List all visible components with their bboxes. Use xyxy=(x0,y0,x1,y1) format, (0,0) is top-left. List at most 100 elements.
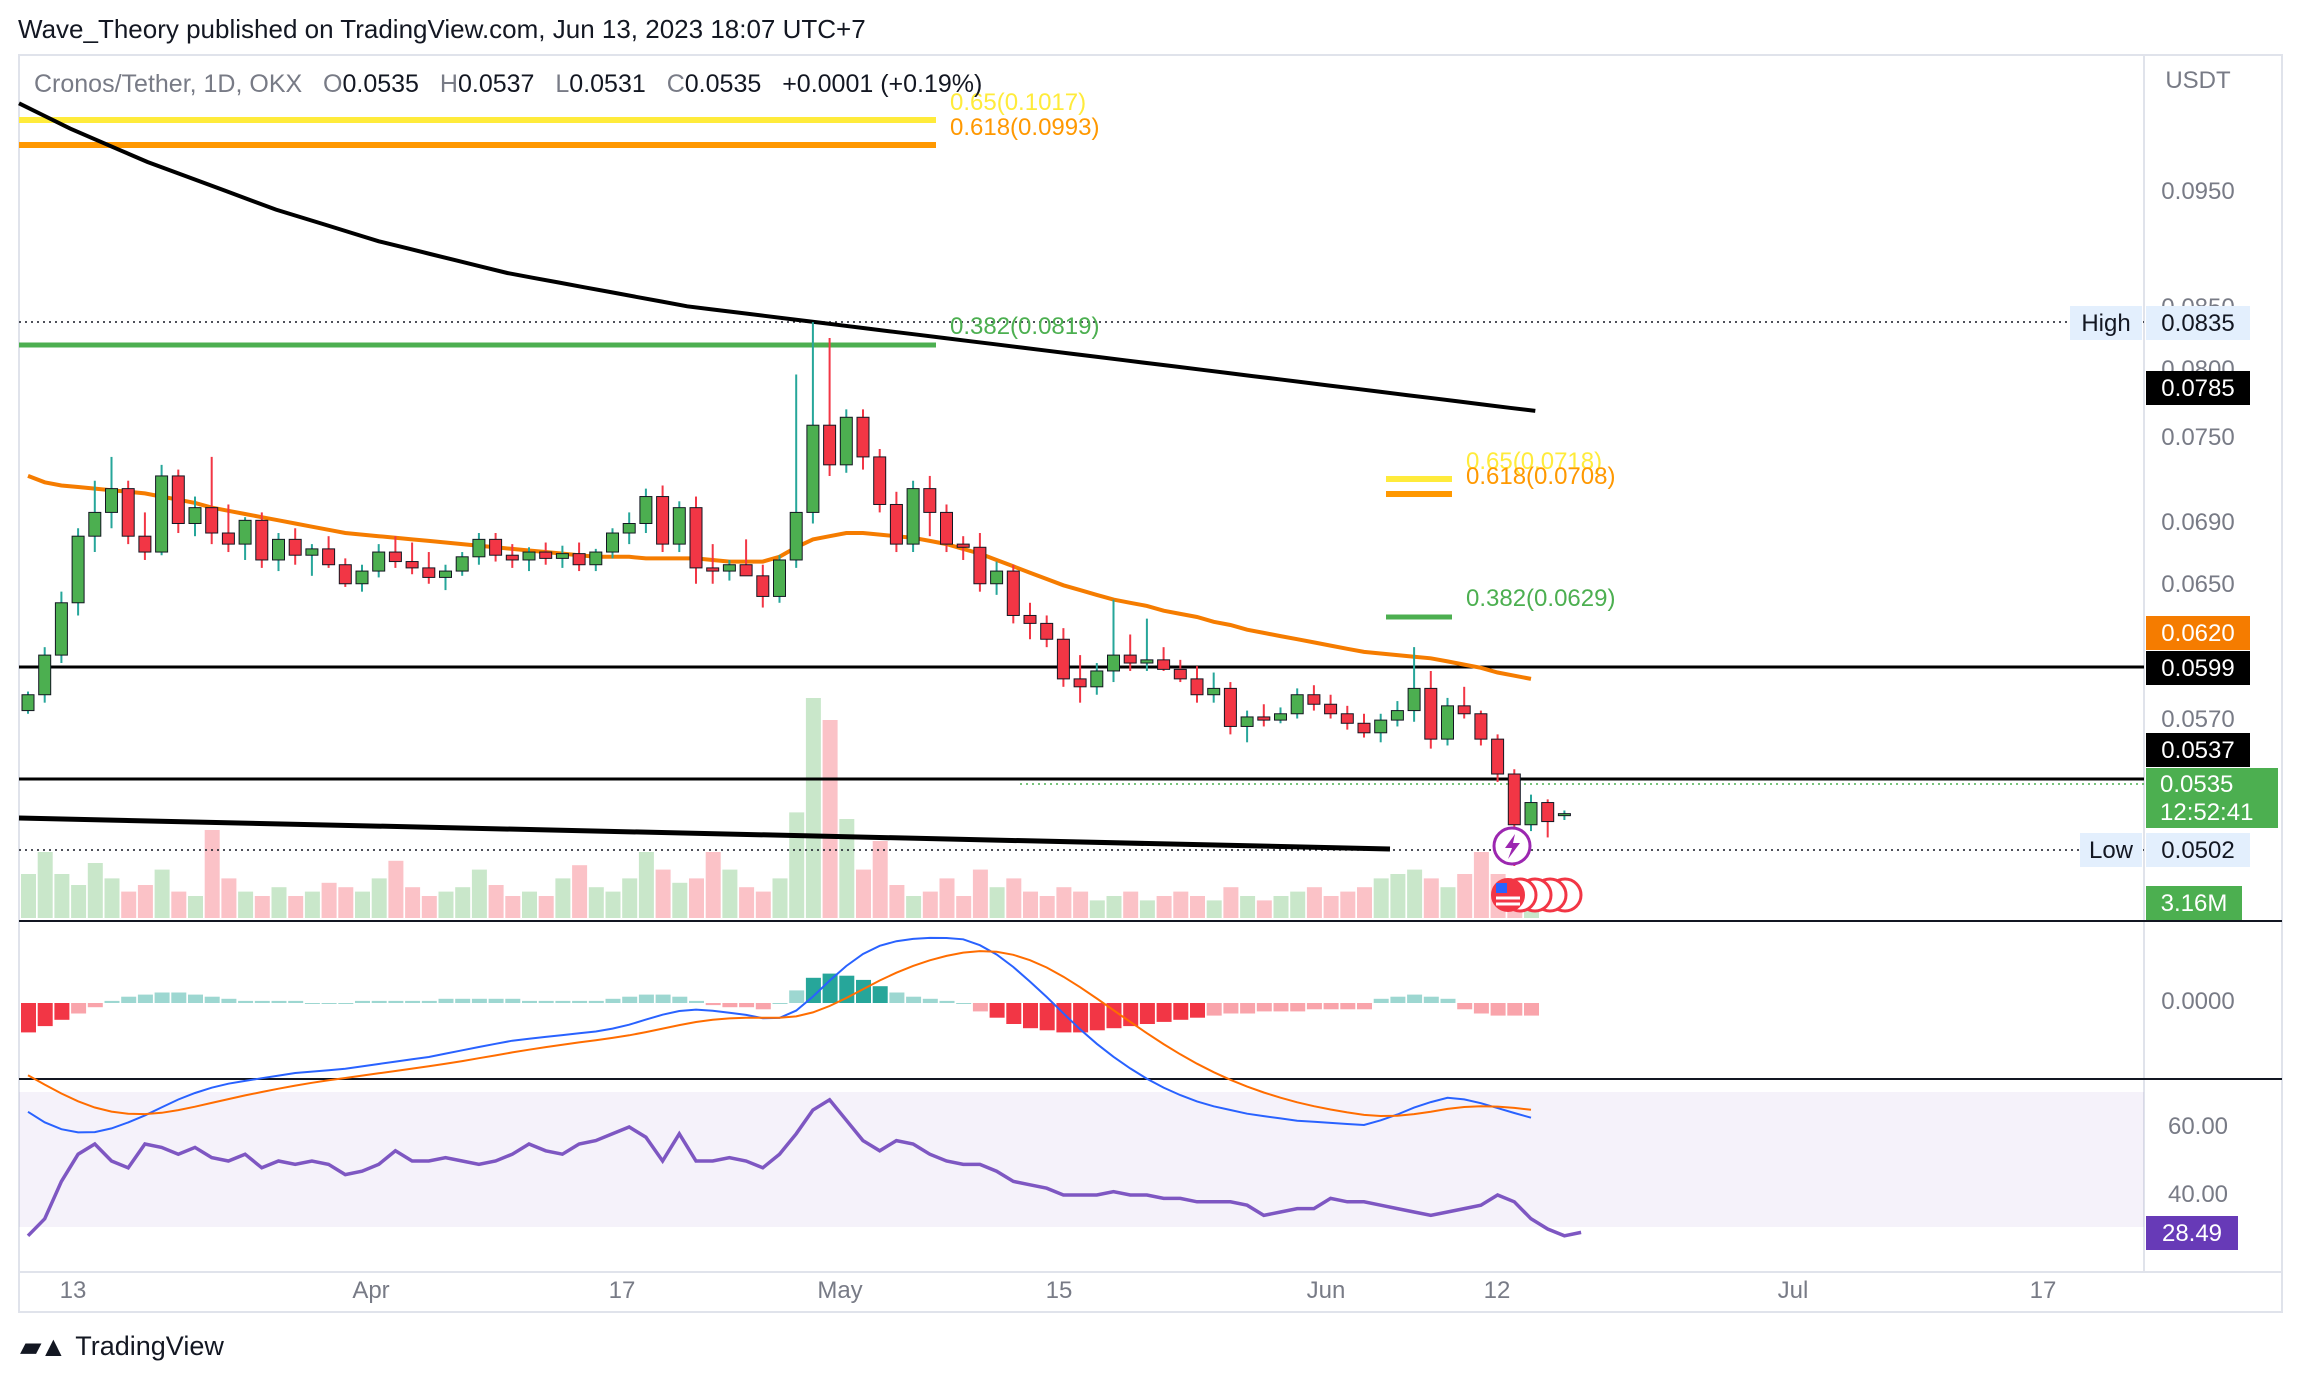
macd-histogram-bar xyxy=(488,998,504,1003)
candle xyxy=(689,496,703,584)
candle xyxy=(1357,713,1371,738)
macd-histogram-bar xyxy=(1023,1003,1038,1029)
candle-body xyxy=(1541,802,1555,823)
macd-histogram-bar xyxy=(1340,1003,1356,1010)
close-value: 0.0535 xyxy=(684,70,762,98)
candle-body xyxy=(171,475,185,525)
candle xyxy=(1374,713,1388,743)
time-label-17-jul: 17 xyxy=(2030,1277,2057,1304)
volume-bar xyxy=(622,878,638,918)
candle-body xyxy=(1457,705,1471,715)
svg-text:0.0620: 0.0620 xyxy=(2161,620,2234,647)
volume-bar xyxy=(789,812,805,918)
volume-bar xyxy=(505,896,521,918)
macd-histogram-bar xyxy=(638,994,654,1003)
volume-bar xyxy=(538,896,554,918)
volume-bar xyxy=(1323,896,1339,918)
lightning-icon[interactable] xyxy=(1492,826,1532,866)
candle-body xyxy=(889,503,903,545)
macd-signal-line xyxy=(27,950,1532,1118)
candle-body xyxy=(388,551,402,563)
candle-body xyxy=(1407,687,1421,712)
fib-label-065-top: 0.65(0.1017) xyxy=(950,89,1086,116)
candle-body xyxy=(505,554,519,561)
macd-histogram-bar xyxy=(822,973,838,1003)
macd-histogram-bar xyxy=(889,992,905,1003)
candle-body xyxy=(205,507,219,534)
macd-histogram-bar xyxy=(605,998,621,1003)
candle-body xyxy=(823,424,837,466)
ema-200-price-label: 0.0785 xyxy=(2146,371,2250,405)
candle-body xyxy=(589,551,603,566)
rsi-tick-60: 60.00 xyxy=(2168,1113,2228,1140)
candle-body xyxy=(54,602,68,656)
macd-histogram-bar xyxy=(906,996,922,1003)
candle xyxy=(121,480,135,545)
macd-histogram-bar xyxy=(154,992,170,1003)
candle-body xyxy=(105,488,118,513)
candle xyxy=(1240,710,1254,743)
fib-label-0382-top: 0.382(0.0819) xyxy=(950,313,1099,340)
macd-histogram-bar xyxy=(588,1000,604,1003)
volume-bar xyxy=(822,720,838,918)
svg-text:0.0537: 0.0537 xyxy=(2161,737,2234,764)
macd-histogram-bar xyxy=(1173,1003,1189,1020)
candle xyxy=(1290,688,1304,719)
volume-bar xyxy=(438,891,454,918)
volume-bar xyxy=(1039,896,1055,918)
macd-tick-zero: 0.0000 xyxy=(2161,988,2234,1015)
candle xyxy=(388,536,402,568)
symbol-name[interactable]: Cronos/Tether, 1D, OKX xyxy=(34,70,303,98)
candle-body xyxy=(322,548,336,566)
candle-body xyxy=(1357,722,1371,734)
volume-bar xyxy=(1306,887,1322,918)
tradingview-logo[interactable]: ▰▲ TradingView xyxy=(20,1330,224,1363)
candle-body xyxy=(706,567,720,572)
candle-body xyxy=(121,488,135,537)
candle-body xyxy=(1056,638,1070,680)
candle xyxy=(973,533,987,592)
symbol-legend[interactable]: Cronos/Tether, 1D, OKX O0.0535 H0.0537 L… xyxy=(34,70,982,99)
macd-histogram-bar xyxy=(989,1003,1005,1018)
us-flag-event-icons[interactable] xyxy=(1491,877,1583,913)
candlesticks xyxy=(21,322,1571,866)
fib-label-0618-top: 0.618(0.0993) xyxy=(950,114,1099,141)
macd-histogram-bar xyxy=(1357,1003,1372,1010)
candle-body xyxy=(88,511,102,537)
candle-body xyxy=(739,564,753,577)
svg-text:0.0599: 0.0599 xyxy=(2161,655,2234,682)
macd-histogram-bar xyxy=(922,998,938,1003)
candle-body xyxy=(1123,654,1137,664)
volume-bar xyxy=(1373,878,1389,918)
volume-histogram xyxy=(21,698,1539,918)
macd-histogram-bar xyxy=(856,979,871,1003)
volume-bar xyxy=(121,891,137,918)
svg-text:0.0835: 0.0835 xyxy=(2161,310,2234,337)
macd-histogram-bar xyxy=(37,1003,53,1027)
candle-body xyxy=(422,567,436,578)
macd-histogram-bar xyxy=(1440,998,1456,1003)
volume-bar xyxy=(338,887,354,918)
candle-body xyxy=(472,538,486,558)
candle-body xyxy=(789,511,803,561)
volume-bar xyxy=(972,869,988,918)
candle-body xyxy=(1240,716,1254,727)
candle xyxy=(539,542,553,565)
candle xyxy=(422,552,436,584)
candle-body xyxy=(940,511,953,545)
volume-bar xyxy=(555,878,571,918)
macd-histogram-bar xyxy=(505,998,521,1003)
candle xyxy=(1090,663,1104,695)
volume-bar xyxy=(1089,900,1105,918)
candle xyxy=(305,544,319,576)
candle xyxy=(756,564,770,608)
macd-histogram-bar xyxy=(1273,1003,1289,1012)
candle xyxy=(338,558,352,587)
price-tick-0750: 0.0750 xyxy=(2161,424,2234,451)
currency-label: USDT xyxy=(2165,67,2231,94)
support-0599-price-label: 0.0599 xyxy=(2146,651,2250,685)
candle xyxy=(272,533,285,572)
candle xyxy=(656,485,670,553)
candle xyxy=(1123,634,1137,671)
